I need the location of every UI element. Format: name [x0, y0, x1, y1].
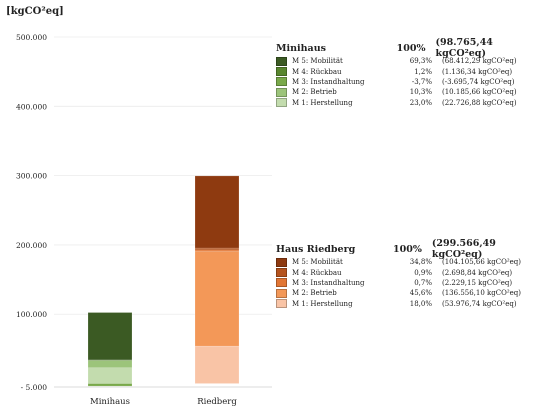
legend-series-name: M 1: Herstellung [292, 299, 353, 308]
legend-swatch [276, 288, 287, 298]
bar-segment [87, 367, 133, 384]
bar-segment [87, 383, 133, 387]
legend-swatch [276, 77, 287, 87]
legend-swatch [276, 98, 287, 108]
legend-swatch [276, 278, 287, 288]
legend-series-percent: 34,8% [409, 258, 432, 267]
legend-title: Haus Riedberg [276, 243, 356, 255]
y-tick-label: 300.000 [16, 172, 47, 181]
legend-swatch [276, 299, 287, 309]
x-category-label: Minihaus [90, 397, 130, 407]
legend-minihaus: Minihaus 100% (98.765,44 kgCO²eq) M 5: M… [276, 37, 542, 108]
legend-series-name: M 4: Rückbau [292, 67, 342, 76]
legend-row: M 1: Herstellung 18,0% (53.976,74 kgCO²eq) [276, 299, 542, 309]
legend-series-name: M 3: Instandhaltung [292, 77, 365, 86]
legend-series-value: (68.412,29 kgCO²eq) [442, 57, 517, 66]
y-tick-label: 200.000 [16, 241, 47, 250]
legend-swatch [276, 257, 287, 267]
legend-series-value: (22.726,88 kgCO²eq) [442, 98, 517, 107]
legend-row: M 2: Betrieb 45,6% (136.556,10 kgCO²eq) [276, 288, 542, 298]
bar-segment [194, 247, 240, 251]
legend-series-name: M 5: Mobilität [292, 57, 343, 66]
legend-series-value: (10.185,66 kgCO²eq) [442, 88, 517, 97]
legend-swatch [276, 56, 287, 66]
legend-series-name: M 4: Rückbau [292, 268, 342, 277]
y-axis-unit-label: [kgCO²eq] [6, 6, 64, 17]
legend-series-percent: 1,2% [414, 67, 432, 76]
legend-series-value: (53.976,74 kgCO²eq) [442, 299, 517, 308]
legend-title: Minihaus [276, 42, 326, 54]
legend-series-percent: 69,3% [409, 57, 432, 66]
bar-segment [194, 251, 240, 347]
bar-segment [87, 360, 133, 369]
legend-series-name: M 2: Betrieb [292, 289, 337, 298]
legend-series-percent: 0,7% [414, 278, 432, 287]
legend-row: M 4: Rückbau 1,2% (1.136,34 kgCO²eq) [276, 66, 542, 77]
x-category-label: Riedberg [197, 397, 237, 407]
legend-row: M 3: Instandhaltung 0,7% (2.229,15 kgCO²eq… [276, 278, 542, 288]
legend-row: M 3: Instandhaltung -3,7% (-3.695,74 kgCO²… [276, 77, 542, 87]
legend-series-value: (1.136,34 kgCO²eq) [442, 67, 513, 76]
legend-total-percent: 100% [396, 42, 426, 54]
legend-swatch [276, 87, 287, 97]
y-tick-label: 500.000 [16, 33, 47, 42]
legend-series-name: M 2: Betrieb [292, 88, 337, 97]
legend-series-value: (136.556,10 kgCO²eq) [442, 289, 522, 298]
legend-series-value: (2.698,84 kgCO²eq) [442, 268, 513, 277]
legend-row: M 5: Mobilität 69,3% (68.412,29 kgCO²eq) [276, 56, 542, 66]
y-tick-label: 400.000 [16, 102, 47, 111]
bar-segment [87, 312, 133, 361]
y-tick-label: 100.000 [16, 310, 47, 319]
y-tick-label: - 5.000 [21, 383, 48, 392]
legend-row: M 4: Rückbau 0,9% (2.698,84 kgCO²eq) [276, 267, 542, 278]
legend-series-name: M 1: Herstellung [292, 98, 353, 107]
legend-series-name: M 3: Instandhaltung [292, 278, 365, 287]
legend-series-percent: 23,0% [409, 98, 432, 107]
legend-swatch [276, 268, 287, 278]
legend-series-percent: 10,3% [409, 88, 432, 97]
legend-series-percent: 0,9% [414, 268, 432, 277]
legend-series-value: (2.229,15 kgCO²eq) [442, 278, 513, 287]
legend-total-value: (299.566,49 kgCO²eq) [431, 238, 496, 260]
legend-swatch [276, 67, 287, 77]
legend-row: M 2: Betrieb 10,3% (10.185,66 kgCO²eq) [276, 87, 542, 97]
legend-haus-riedberg: Haus Riedberg 100% (299.566,49 kgCO²eq) … [276, 238, 542, 309]
legend-row: M 1: Herstellung 23,0% (22.726,88 kgCO²eq) [276, 98, 542, 108]
legend-series-name: M 5: Mobilität [292, 258, 343, 267]
legend-total-value: (98.765,44 kgCO²eq) [435, 37, 493, 59]
legend-series-percent: -3,7% [411, 77, 432, 86]
legend-total-percent: 100% [393, 243, 422, 255]
legend-series-value: (104.105,66 kgCO²eq) [442, 258, 522, 267]
legend-series-percent: 45,6% [409, 289, 432, 298]
bar-segment [194, 175, 240, 249]
bar-segment [194, 345, 240, 384]
legend-series-value: (-3.695,74 kgCO²eq) [442, 77, 515, 86]
legend-row: M 5: Mobilität 34,8% (104.105,66 kgCO²eq) [276, 257, 542, 267]
legend-series-percent: 18,0% [409, 299, 432, 308]
